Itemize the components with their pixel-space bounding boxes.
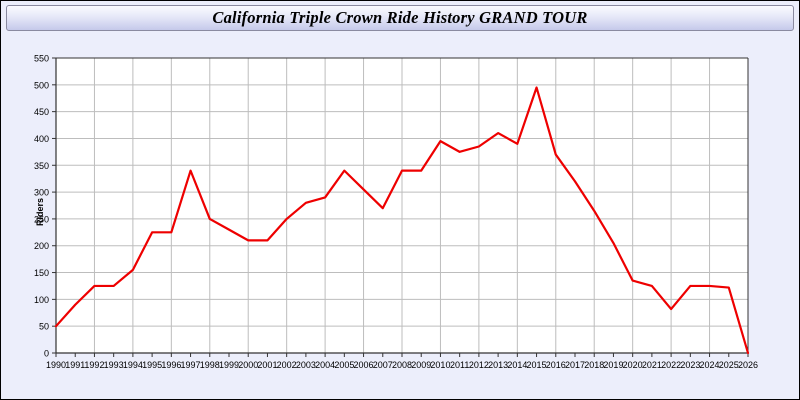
x-axis-tick-label: 2026 [738,360,758,370]
y-axis-tick-label: 250 [34,214,49,224]
x-axis-tick-label: 2012 [469,360,489,370]
x-axis-tick-label: 2013 [488,360,508,370]
y-axis-tick-label: 450 [34,107,49,117]
x-axis-tick-label: 2005 [334,360,354,370]
x-axis-tick-label: 1996 [161,360,181,370]
x-axis-tick-label: 2004 [315,360,335,370]
x-axis-tick-label: 2019 [603,360,623,370]
y-axis-tick-label: 100 [34,295,49,305]
x-axis-tick-label: 2000 [238,360,258,370]
y-axis-tick-label: 50 [39,322,49,332]
x-axis-tick-label: 2001 [257,360,277,370]
x-axis-tick-label: 1991 [65,360,85,370]
x-axis-tick-label: 2003 [296,360,316,370]
page-title: California Triple Crown Ride History GRA… [212,8,588,27]
x-axis-tick-label: 2017 [565,360,585,370]
x-axis-tick-label: 2008 [392,360,412,370]
x-axis-tick-label: 1995 [142,360,162,370]
window-title-bar: California Triple Crown Ride History GRA… [6,5,794,31]
x-axis-tick-label: 2007 [373,360,393,370]
x-axis-tick-label: 2010 [430,360,450,370]
x-axis-tick-label: 2002 [277,360,297,370]
x-axis-tick-label: 1992 [84,360,104,370]
x-axis-tick-label: 2009 [411,360,431,370]
y-axis-tick-label: 350 [34,161,49,171]
x-axis-tick-label: 2022 [661,360,681,370]
y-axis-tick-label: 300 [34,188,49,198]
x-axis-tick-label: 1993 [104,360,124,370]
x-axis-tick-label: 1997 [181,360,201,370]
data-series-riders [54,86,750,355]
x-axis-tick-label: 2024 [700,360,720,370]
chart-area: Riders 0 50 100 150 200 250 300 350 400 450 500 550… [6,35,794,395]
y-axis-tick-label: 400 [34,134,49,144]
y-axis-tick-label: 550 [34,54,49,64]
x-axis-tick-label: 2006 [354,360,374,370]
x-axis-tick-label: 2018 [584,360,604,370]
x-axis-tick-label: 2015 [527,360,547,370]
x-axis-tick-label: 1990 [46,360,66,370]
x-axis-tick-label: 2020 [623,360,643,370]
x-axis-tick-label: 2021 [642,360,662,370]
x-axis-tick-label: 1998 [200,360,220,370]
x-axis-tick-label: 2016 [546,360,566,370]
x-axis-tick-label: 1994 [123,360,143,370]
x-axis-tick-label: 2014 [507,360,527,370]
x-axis-tick-label: 2023 [680,360,700,370]
y-axis-tick-label: 200 [34,241,49,251]
x-axis-tick-label: 2025 [719,360,739,370]
x-axis-tick-label: 1999 [219,360,239,370]
y-axis-tick-label: 500 [34,80,49,90]
y-axis-tick-label: 150 [34,268,49,278]
x-axis-tick-label: 2011 [450,360,469,370]
y-axis-tick-label: 0 [44,349,49,359]
